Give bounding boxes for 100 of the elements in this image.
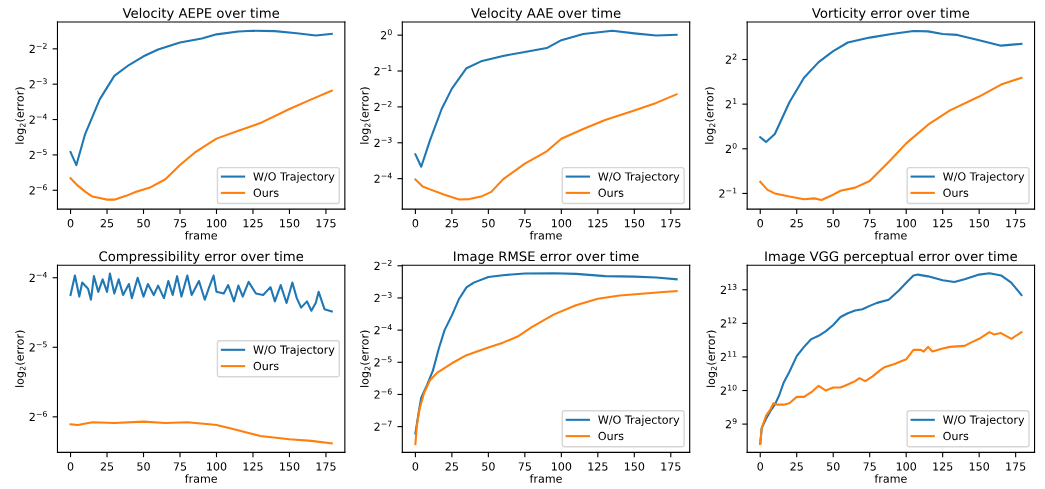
x-tick-label: 125: [588, 462, 608, 471]
y-tick-label: 2$^{10}$: [720, 384, 737, 395]
y-tick-label: 2$^{−3}$: [374, 292, 392, 303]
x-tick-label: 50: [137, 462, 150, 471]
x-tick-label: 25: [445, 462, 458, 471]
y-axis-title: log$_{2}$(error): [15, 87, 26, 144]
x-tick-label: 100: [207, 462, 227, 471]
x-tick-label: 100: [896, 462, 917, 471]
x-tick-label: 50: [482, 219, 495, 228]
x-tick-label: 25: [100, 462, 114, 471]
legend-label: Ours: [253, 188, 279, 197]
line-series: [69, 89, 333, 201]
x-tick-label: 0: [67, 219, 74, 228]
x-tick-label: 175: [1006, 462, 1026, 471]
legend-label: Ours: [943, 431, 969, 441]
x-tick-label: 75: [863, 462, 876, 471]
x-tick-label: 125: [933, 219, 953, 228]
x-tick-label: 100: [551, 462, 572, 471]
x-tick-label: 175: [661, 462, 681, 471]
chart-title: Image VGG perceptual error over time: [765, 251, 1017, 264]
legend-label: Ours: [253, 361, 279, 371]
x-tick-label: 150: [969, 219, 990, 228]
x-tick-label: 0: [757, 219, 764, 228]
y-tick-label: 2$^{−6}$: [374, 388, 392, 399]
legend-label: Ours: [943, 188, 969, 197]
y-tick-label: 2$^{−6}$: [29, 184, 47, 195]
x-tick-label: 75: [863, 219, 876, 228]
x-axis-title: frame: [529, 474, 562, 483]
x-tick-label: 0: [67, 462, 74, 471]
y-tick-label: 2$^{−2}$: [374, 101, 392, 112]
x-tick-label: 175: [1006, 219, 1026, 228]
line-series: [414, 290, 678, 446]
line-series: [759, 29, 1023, 144]
y-tick-label: 2$^{2}$: [725, 53, 737, 64]
x-tick-label: 175: [661, 219, 681, 228]
x-tick-label: 100: [207, 219, 227, 228]
x-axis-title: frame: [184, 230, 218, 240]
y-axis-title: log$_{2}$(error): [15, 330, 26, 387]
y-axis-title: log$_{2}$(error): [360, 87, 371, 144]
y-tick-label: 2$^{−1}$: [374, 65, 392, 76]
chart-title: Velocity AEPE over time: [122, 7, 280, 21]
y-tick-label: 2$^{−4}$: [374, 172, 392, 183]
line-series: [759, 331, 1023, 445]
chart-title: Image RMSE error over time: [454, 251, 639, 264]
y-tick-label: 2$^{−5}$: [29, 149, 47, 160]
y-tick-label: 2$^{11}$: [720, 351, 737, 362]
line-series: [69, 29, 333, 167]
x-tick-label: 125: [588, 219, 608, 228]
legend-label: Ours: [598, 431, 624, 441]
x-tick-label: 175: [316, 462, 336, 471]
line-series: [759, 76, 1023, 202]
y-tick-label: 2$^{−5}$: [374, 356, 392, 367]
legend-label: W/O Trajectory: [943, 415, 1025, 427]
x-tick-label: 50: [482, 462, 495, 471]
x-tick-label: 0: [757, 462, 764, 471]
y-axis-title: log$_{2}$(error): [706, 330, 718, 387]
y-axis-title: log$_{2}$(error): [360, 330, 371, 387]
x-tick-label: 50: [137, 219, 150, 228]
x-axis-title: frame: [874, 230, 907, 240]
y-tick-label: 2$^{0}$: [380, 29, 392, 40]
y-tick-label: 2$^{−7}$: [374, 420, 392, 431]
x-tick-label: 100: [896, 219, 917, 228]
x-tick-label: 150: [280, 219, 300, 228]
legend-label: W/O Trajectory: [253, 345, 335, 356]
line-series: [414, 29, 678, 168]
x-tick-label: 75: [173, 462, 187, 471]
y-tick-label: 2$^{−5}$: [29, 341, 47, 352]
x-axis-title: frame: [874, 474, 907, 483]
x-tick-label: 150: [624, 462, 645, 471]
legend-label: W/O Trajectory: [598, 415, 680, 427]
y-tick-label: 2$^{9}$: [725, 418, 737, 429]
y-tick-label: 2$^{13}$: [720, 283, 737, 294]
x-tick-label: 150: [969, 462, 990, 471]
y-tick-label: 2$^{−2}$: [374, 259, 392, 270]
y-tick-label: 2$^{1}$: [725, 98, 737, 109]
chart-title: Vorticity error over time: [811, 7, 970, 21]
x-tick-label: 75: [518, 462, 531, 471]
legend-label: W/O Trajectory: [253, 172, 335, 183]
x-tick-label: 25: [445, 219, 458, 228]
x-tick-label: 0: [412, 219, 419, 228]
x-axis-title: frame: [529, 230, 562, 240]
y-tick-label: 2$^{−6}$: [29, 410, 47, 421]
x-tick-label: 125: [243, 219, 263, 228]
line-series: [414, 93, 678, 201]
x-tick-label: 175: [316, 219, 336, 228]
x-tick-label: 125: [243, 462, 263, 471]
y-tick-label: 2$^{−3}$: [29, 78, 47, 89]
legend-label: W/O Trajectory: [598, 172, 680, 183]
chart-title: Velocity AAE over time: [470, 7, 621, 21]
x-tick-label: 150: [280, 462, 300, 471]
x-tick-label: 75: [518, 219, 531, 228]
x-tick-label: 75: [173, 219, 187, 228]
x-tick-label: 25: [100, 219, 114, 228]
y-tick-label: 2$^{12}$: [720, 317, 737, 328]
chart-title: Compressibility error over time: [99, 251, 304, 264]
x-tick-label: 100: [551, 219, 572, 228]
x-tick-label: 25: [790, 219, 803, 228]
y-tick-label: 2$^{−1}$: [719, 187, 737, 198]
x-tick-label: 25: [790, 462, 803, 471]
x-tick-label: 125: [933, 462, 953, 471]
